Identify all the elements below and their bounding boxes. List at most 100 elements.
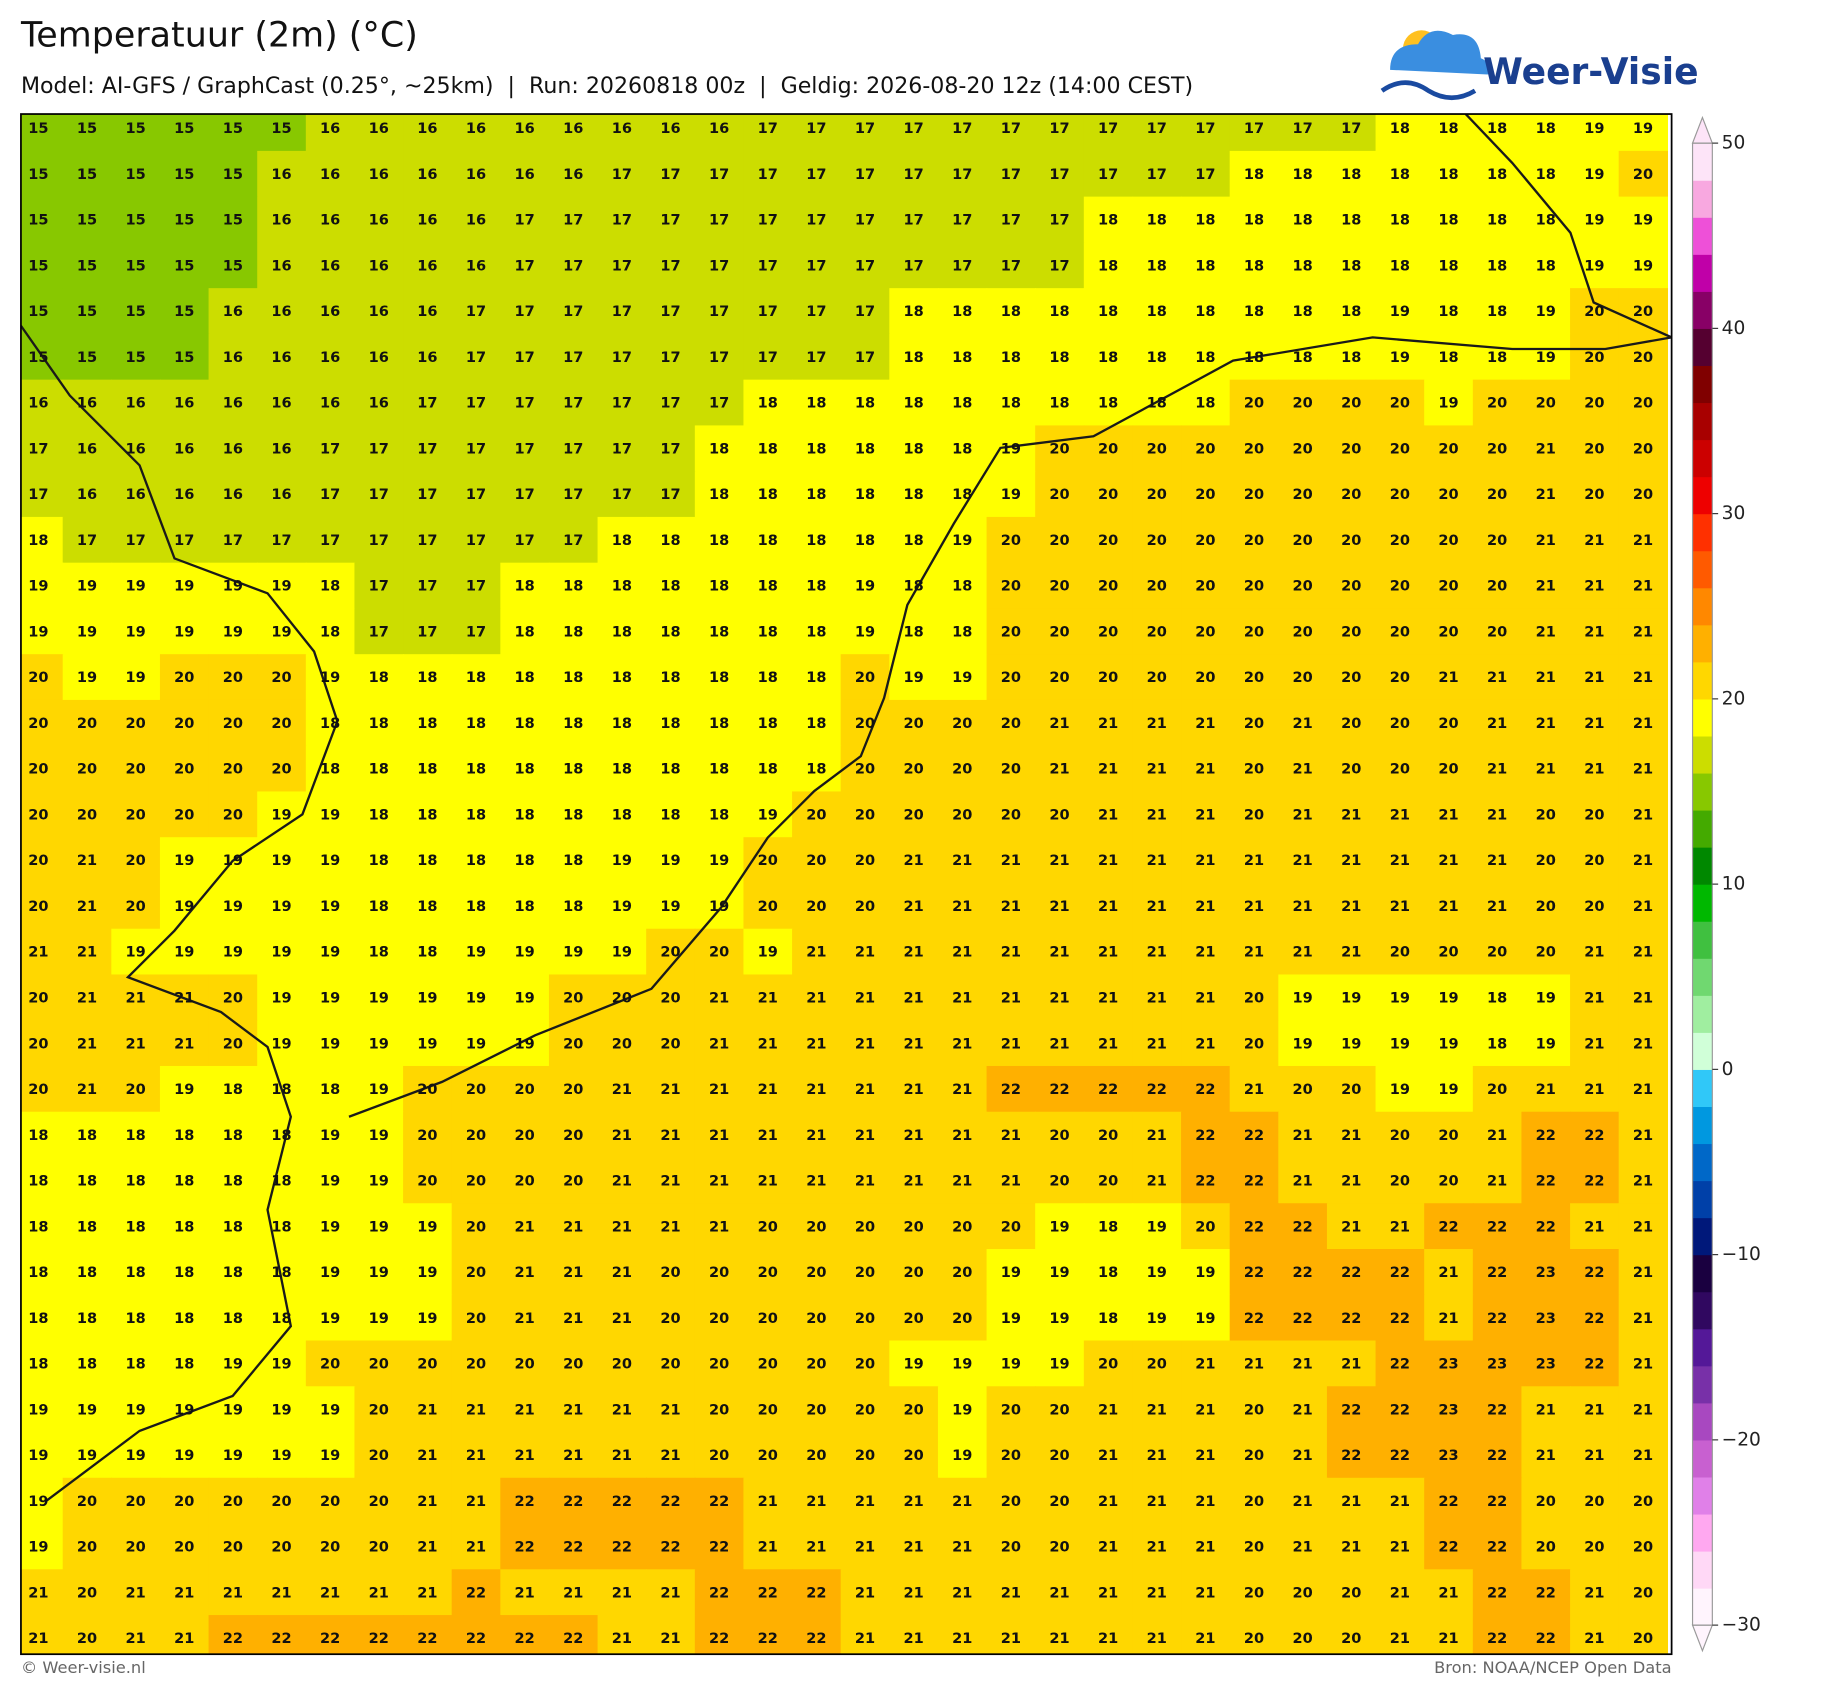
- field-value: 20: [1633, 487, 1653, 503]
- field-value: 18: [320, 762, 340, 778]
- field-value: 21: [1341, 1540, 1361, 1556]
- field-cell: [792, 379, 842, 427]
- field-value: 20: [1293, 624, 1313, 640]
- field-cell: [597, 699, 647, 747]
- field-value: 20: [174, 716, 194, 732]
- field-value: 19: [1147, 1311, 1167, 1327]
- field-value: 18: [1293, 258, 1313, 274]
- field-value: 20: [758, 1402, 778, 1418]
- field-value: 21: [904, 899, 924, 915]
- field-cell: [1083, 562, 1134, 610]
- field-cell: [1229, 150, 1280, 198]
- field-cell: [500, 242, 550, 289]
- field-cell: [646, 837, 696, 884]
- field-value: 18: [1341, 258, 1361, 274]
- field-value: 22: [515, 1494, 535, 1510]
- field-cell: [1278, 516, 1328, 564]
- field-value: 18: [660, 579, 680, 595]
- colorbar-tick-label: 40: [1722, 318, 1746, 339]
- field-value: 18: [515, 624, 535, 640]
- field-value: 21: [1584, 1631, 1604, 1647]
- field-value: 20: [1001, 1402, 1021, 1418]
- field-value: 18: [466, 899, 486, 915]
- field-value: 20: [28, 807, 48, 823]
- field-value: 21: [1536, 670, 1556, 686]
- field-value: 18: [855, 533, 875, 549]
- field-value: 18: [1438, 258, 1458, 274]
- field-value: 21: [1438, 1265, 1458, 1281]
- field-value: 20: [1001, 1219, 1021, 1235]
- field-value: 21: [1098, 1402, 1118, 1418]
- field-value: 18: [1147, 258, 1167, 274]
- field-cell: [937, 114, 988, 152]
- field-value: 17: [758, 258, 778, 274]
- field-value: 21: [660, 1585, 680, 1601]
- field-value: 18: [904, 441, 924, 457]
- field-value: 21: [1049, 1036, 1069, 1052]
- field-value: 16: [417, 258, 437, 274]
- field-value: 20: [563, 1128, 583, 1144]
- field-value: 15: [174, 167, 194, 183]
- field-value: 18: [904, 304, 924, 320]
- field-value: 17: [709, 258, 729, 274]
- field-value: 20: [28, 1082, 48, 1098]
- field-cell: [889, 471, 939, 518]
- field-cell: [354, 562, 404, 610]
- field-value: 19: [271, 1402, 291, 1418]
- field-value: 17: [369, 441, 389, 457]
- field-value: 18: [466, 670, 486, 686]
- field-value: 20: [1438, 441, 1458, 457]
- field-value: 20: [709, 1311, 729, 1327]
- field-value: 21: [1001, 1174, 1021, 1190]
- field-value: 18: [1438, 167, 1458, 183]
- field-value: 20: [417, 1082, 437, 1098]
- field-value: 17: [466, 350, 486, 366]
- field-cell: [743, 471, 793, 518]
- field-cell: [743, 333, 793, 381]
- field-cell: [840, 150, 891, 198]
- field-value: 21: [1633, 533, 1653, 549]
- colorbar-band: [1692, 143, 1713, 181]
- field-cell: [1521, 745, 1571, 793]
- field-value: 22: [1390, 1357, 1410, 1373]
- field-value: 20: [1584, 1540, 1604, 1556]
- field-value: 21: [1341, 1128, 1361, 1144]
- field-value: 17: [709, 304, 729, 320]
- field-cell: [1521, 471, 1571, 518]
- field-value: 21: [660, 1631, 680, 1647]
- field-value: 20: [417, 1357, 437, 1373]
- field-value: 22: [1341, 1311, 1361, 1327]
- field-value: 21: [174, 1631, 194, 1647]
- field-value: 19: [320, 1311, 340, 1327]
- field-value: 19: [126, 670, 146, 686]
- field-value: 19: [1584, 213, 1604, 229]
- field-cell: [792, 471, 842, 518]
- field-value: 20: [174, 1494, 194, 1510]
- field-value: 21: [1584, 579, 1604, 595]
- field-value: 20: [1098, 487, 1118, 503]
- field-value: 17: [660, 350, 680, 366]
- field-cell: [1375, 196, 1425, 244]
- field-value: 23: [1438, 1402, 1458, 1418]
- field-value: 22: [1195, 1128, 1215, 1144]
- field-value: 18: [126, 1311, 146, 1327]
- field-value: 19: [1390, 304, 1410, 320]
- field-value: 21: [515, 1265, 535, 1281]
- field-value: 18: [515, 762, 535, 778]
- field-value: 18: [417, 945, 437, 961]
- field-value: 21: [612, 1265, 632, 1281]
- field-cell: [840, 516, 891, 564]
- field-value: 21: [904, 1082, 924, 1098]
- field-cell: [937, 150, 988, 198]
- field-value: 20: [1147, 487, 1167, 503]
- colorbar-band: [1692, 772, 1713, 811]
- field-cell: [1132, 562, 1182, 610]
- field-value: 21: [1633, 670, 1653, 686]
- field-value: 21: [1438, 1631, 1458, 1647]
- field-value: 17: [417, 396, 437, 412]
- field-value: 18: [904, 579, 924, 595]
- field-value: 15: [77, 350, 97, 366]
- field-value: 20: [1390, 396, 1410, 412]
- field-value: 20: [1438, 487, 1458, 503]
- field-value: 19: [369, 1128, 389, 1144]
